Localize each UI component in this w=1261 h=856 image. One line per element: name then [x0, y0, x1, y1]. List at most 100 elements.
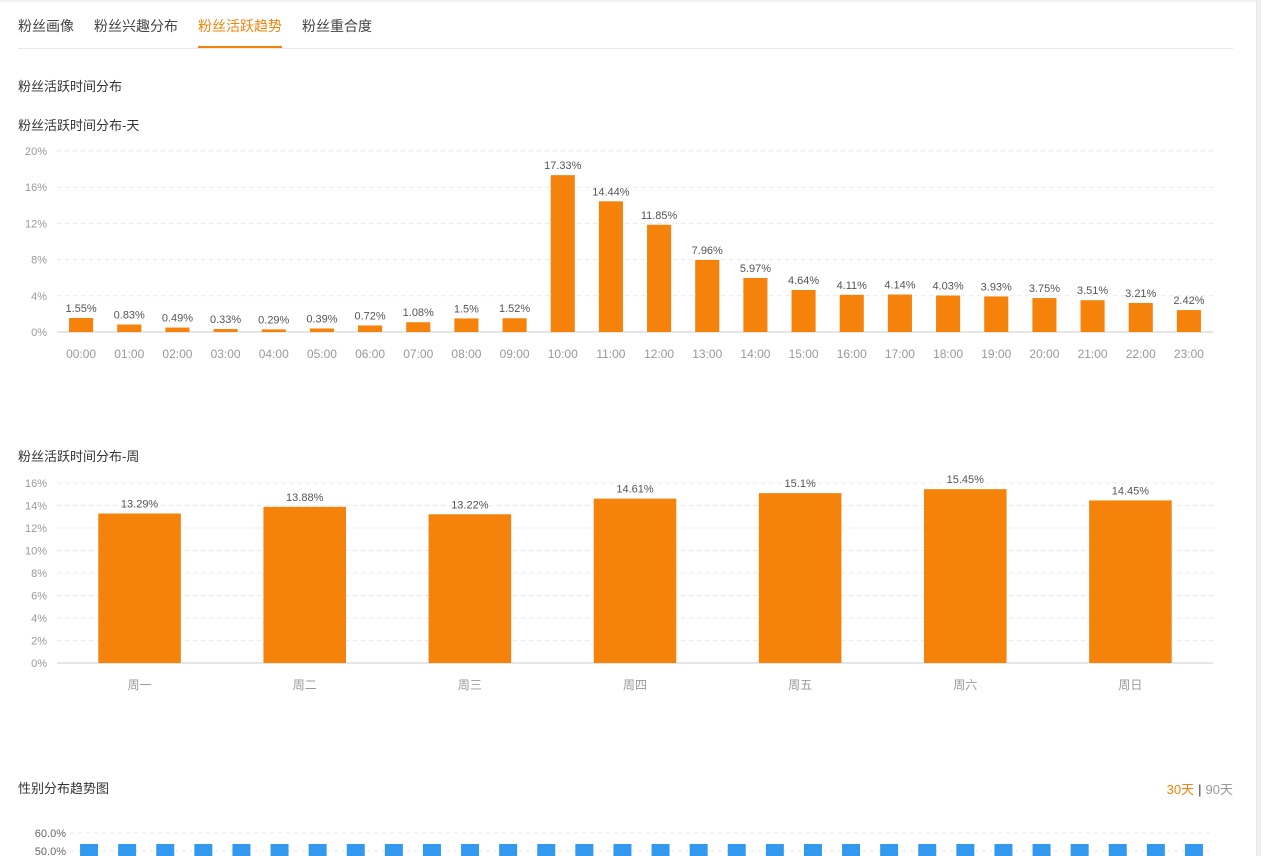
y-tick-label: 8% — [31, 568, 47, 580]
y-tick-label: 60.0% — [35, 828, 66, 840]
bar — [98, 513, 181, 663]
tab-fan-interest[interactable]: 粉丝兴趣分布 — [94, 18, 178, 34]
daily-activity-chart: 0% 4% 8% 12% 16% 20% 1.55% 00:00 0.83% 01:00 0.49%… — [25, 146, 1213, 361]
active-tab-indicator — [198, 46, 282, 48]
bar — [1089, 500, 1172, 663]
data-label: 14.61% — [616, 484, 654, 496]
x-tick-label: 04:00 — [259, 347, 289, 361]
bar — [213, 329, 238, 332]
gender-bar — [575, 844, 594, 856]
y-tick-label: 10% — [25, 546, 47, 558]
y-tick-label: 14% — [25, 501, 47, 513]
bar — [406, 322, 431, 332]
x-tick-label: 08:00 — [451, 347, 481, 361]
x-tick-label: 周日 — [1118, 678, 1142, 692]
gender-trend-chart: 50.0% 60.0% — [35, 828, 1213, 856]
data-label: 14.44% — [592, 186, 630, 198]
gender-bar — [727, 844, 746, 856]
bar — [502, 318, 527, 332]
data-label: 0.33% — [210, 314, 241, 326]
section-title: 粉丝活跃时间分布 — [18, 79, 123, 94]
bar — [550, 175, 575, 332]
weekly-chart-title: 粉丝活跃时间分布-周 — [18, 449, 140, 464]
data-label: 13.88% — [286, 492, 324, 504]
bar — [936, 295, 961, 332]
x-tick-label: 10:00 — [548, 347, 578, 361]
y-tick-label: 12% — [25, 523, 47, 535]
x-tick-label: 05:00 — [307, 347, 337, 361]
data-label: 1.08% — [403, 307, 434, 319]
gender-chart-title: 性别分布趋势图 — [18, 781, 110, 796]
x-tick-label: 12:00 — [644, 347, 674, 361]
tab-fan-activity-trend[interactable]: 粉丝活跃趋势 — [198, 18, 282, 34]
data-label: 3.21% — [1125, 288, 1156, 300]
y-tick-label: 20% — [25, 146, 47, 158]
data-label: 4.11% — [837, 280, 868, 292]
top-shadow — [0, 0, 1261, 3]
bar — [743, 277, 768, 332]
tab-fan-overlap[interactable]: 粉丝重合度 — [302, 18, 372, 34]
gender-bar — [80, 844, 99, 856]
y-tick-label: 12% — [25, 218, 47, 230]
data-label: 13.29% — [121, 498, 159, 510]
gender-bar — [308, 844, 327, 856]
gender-bar — [232, 844, 251, 856]
data-label: 0.83% — [114, 309, 145, 321]
gender-bar — [1184, 844, 1203, 856]
gender-bar — [689, 844, 708, 856]
data-label: 4.64% — [788, 275, 819, 287]
range-90-days-button[interactable]: 90天 — [1205, 782, 1233, 797]
x-tick-label: 21:00 — [1078, 347, 1108, 361]
bar — [839, 294, 864, 332]
data-label: 3.75% — [1029, 283, 1060, 295]
bar — [695, 259, 720, 332]
gender-bar — [346, 844, 365, 856]
data-label: 14.45% — [1112, 485, 1150, 497]
tab-fan-profile[interactable]: 粉丝画像 — [18, 18, 74, 34]
x-tick-label: 23:00 — [1174, 347, 1204, 361]
y-tick-label: 16% — [25, 478, 47, 490]
gender-bar — [461, 844, 480, 856]
bar — [647, 224, 672, 332]
data-label: 0.39% — [306, 313, 337, 325]
gender-bar — [956, 844, 975, 856]
bar — [165, 327, 190, 332]
bar — [309, 328, 334, 332]
x-tick-label: 18:00 — [933, 347, 963, 361]
data-label: 0.29% — [258, 314, 289, 326]
gender-bar — [651, 844, 670, 856]
x-tick-label: 周六 — [953, 678, 977, 692]
x-tick-label: 14:00 — [740, 347, 770, 361]
data-label: 11.85% — [641, 210, 678, 222]
x-tick-label: 16:00 — [837, 347, 867, 361]
gender-bar — [270, 844, 289, 856]
bar — [1128, 302, 1153, 332]
x-tick-label: 02:00 — [162, 347, 192, 361]
gender-bar — [1070, 844, 1089, 856]
bar — [924, 489, 1007, 663]
y-tick-label: 16% — [25, 182, 47, 194]
scrollbar[interactable] — [1256, 0, 1261, 856]
gender-bar — [918, 844, 937, 856]
bar — [758, 493, 842, 663]
daily-chart-title: 粉丝活跃时间分布-天 — [18, 118, 140, 133]
data-label: 3.51% — [1077, 285, 1108, 297]
bar — [1032, 298, 1057, 332]
y-tick-label: 0% — [31, 658, 47, 670]
x-tick-label: 03:00 — [211, 347, 241, 361]
range-30-days-button[interactable]: 30天 — [1166, 782, 1195, 797]
x-tick-label: 06:00 — [355, 347, 385, 361]
gender-bar — [118, 844, 137, 856]
y-tick-label: 0% — [31, 327, 47, 339]
data-label: 4.14% — [884, 280, 915, 292]
bar — [593, 498, 677, 663]
x-tick-label: 20:00 — [1029, 347, 1059, 361]
data-label: 1.5% — [454, 303, 479, 315]
x-tick-label: 19:00 — [981, 347, 1011, 361]
bar — [263, 506, 346, 663]
gender-bar — [880, 844, 899, 856]
data-label: 15.1% — [785, 478, 816, 490]
range-switch: 30天 | 90天 — [1167, 779, 1233, 798]
gender-bar — [613, 844, 632, 856]
gender-bar — [1032, 844, 1051, 856]
